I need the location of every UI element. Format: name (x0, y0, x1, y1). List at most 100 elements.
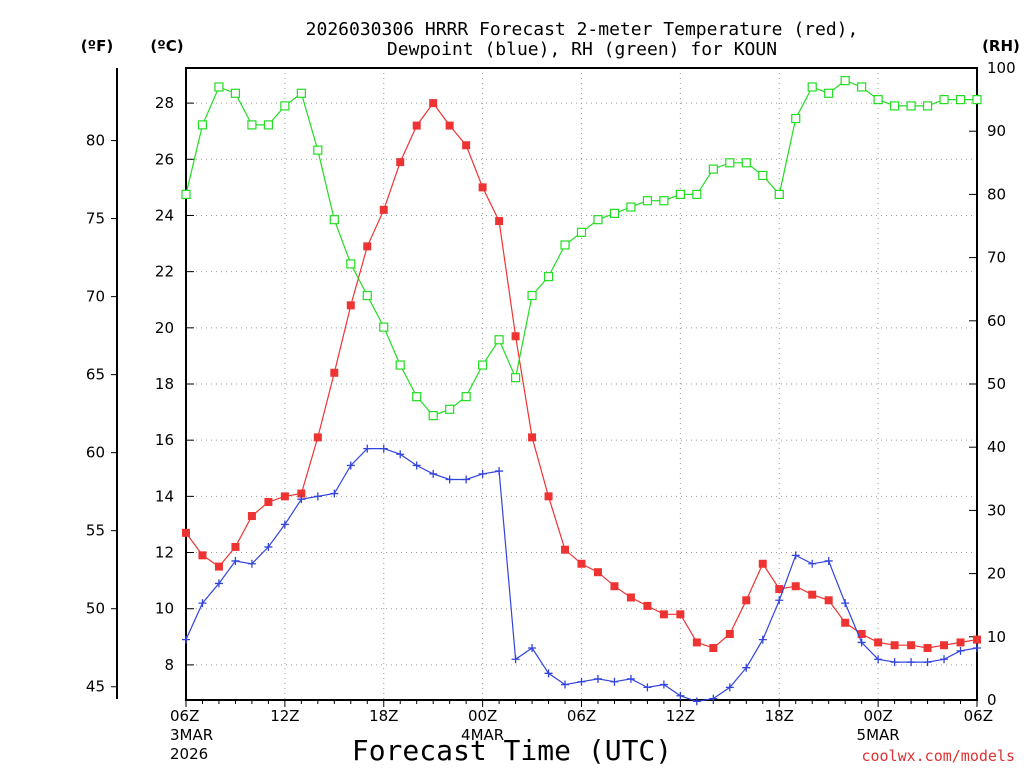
date-tick-label: 4MAR (461, 726, 504, 744)
temperature-point (692, 638, 701, 647)
temperature-point (791, 582, 800, 591)
dewpoint-point (544, 669, 553, 678)
temperature-point (330, 368, 339, 377)
dewpoint-point (280, 520, 289, 529)
temperature-point (445, 121, 454, 130)
rh-point (840, 76, 850, 86)
temperature-point (396, 158, 405, 167)
dewpoint-point (841, 599, 850, 608)
dewpoint-point (610, 677, 619, 686)
rh-point (807, 82, 817, 92)
rh-point (247, 120, 257, 130)
dewpoint-point (808, 559, 817, 568)
rh-tick-label: 100 (987, 59, 1016, 77)
date-tick-label: 5MAR (857, 726, 900, 744)
temperature-point (725, 629, 734, 638)
dewpoint-point (907, 658, 916, 667)
rh-point (824, 88, 834, 98)
celsius-tick-label: 12 (155, 544, 174, 562)
grid-lines (186, 68, 977, 700)
rh-point (873, 94, 883, 105)
temperature-point (198, 551, 207, 560)
dewpoint-point (824, 556, 833, 565)
dewpoint-point (923, 658, 932, 667)
rh-point (313, 145, 323, 155)
rh-point (708, 164, 718, 174)
dewpoint-point (874, 655, 883, 664)
dewpoint-point (379, 444, 388, 453)
dewpoint-point (429, 469, 438, 478)
temperature-point (297, 489, 306, 498)
dewpoint-point (561, 680, 570, 689)
celsius-tick-label: 28 (155, 94, 174, 112)
dewpoint-point (478, 469, 487, 478)
dewpoint-point (264, 542, 273, 551)
rh-point (609, 208, 620, 218)
celsius-tick-label: 8 (164, 656, 174, 674)
rh-point (626, 202, 636, 212)
temperature-point (874, 638, 883, 647)
fahrenheit-tick-label: 60 (86, 444, 105, 462)
dewpoint-point (775, 596, 784, 605)
temperature-point (923, 644, 932, 653)
dewpoint-point (198, 599, 207, 608)
rh-point (197, 120, 208, 130)
temperature-point (857, 629, 866, 638)
temperature-point (973, 635, 981, 644)
rh-point (576, 227, 587, 237)
rh-point (642, 196, 653, 206)
rh-point (445, 404, 455, 414)
rh-tick-label: 80 (987, 185, 1006, 203)
temperature-point (907, 641, 916, 650)
dewpoint-point (412, 461, 421, 470)
rh-point (263, 120, 273, 130)
dewpoint-point (890, 658, 899, 667)
rh-point (230, 88, 241, 98)
dewpoint-point (593, 674, 602, 683)
temperature-point (643, 601, 652, 610)
time-tick-label: 18Z (369, 707, 398, 725)
temperature-point (231, 542, 240, 551)
dewpoint-series (182, 444, 981, 706)
chart-title-line1: 2026030306 HRRR Forecast 2-meter Tempera… (306, 19, 859, 40)
rh-point (675, 189, 685, 199)
rh-tick-label: 60 (987, 312, 1006, 330)
celsius-tick-label: 16 (155, 431, 174, 449)
temperature-point (610, 582, 619, 591)
dewpoint-point (528, 644, 537, 653)
temperature-point (363, 242, 372, 251)
dewpoint-point (247, 559, 256, 568)
temperature-point (758, 559, 767, 568)
temperature-point (511, 332, 520, 341)
rh-tick-label: 20 (987, 565, 1006, 583)
temperature-point (313, 433, 322, 442)
rh-point (346, 259, 356, 269)
time-tick-label: 00Z (863, 707, 892, 725)
rh-point (280, 101, 290, 111)
rh-point (774, 189, 784, 199)
dewpoint-point (231, 556, 240, 565)
rh-point (890, 101, 900, 111)
rh-point (362, 290, 372, 301)
celsius-tick-label: 20 (155, 319, 174, 337)
temperature-point (478, 183, 487, 192)
temperature-point (709, 644, 718, 653)
temperature-point (214, 562, 223, 571)
rh-tick-label: 0 (987, 691, 997, 709)
rh-point (395, 360, 405, 370)
rh-series (181, 76, 982, 421)
dewpoint-point (297, 495, 306, 504)
dewpoint-point (495, 467, 504, 476)
credit-text: coolwx.com/models (861, 747, 1015, 765)
temperature-point (412, 121, 421, 130)
temperature-point (940, 641, 949, 650)
fahrenheit-tick-label: 75 (86, 210, 105, 228)
rh-point (922, 101, 933, 111)
data-series (181, 76, 982, 706)
temperature-point (676, 610, 685, 619)
dewpoint-point (626, 674, 635, 683)
celsius-axis-ticks: 8 10 12 14 16 18 20 22 24 26 28 (155, 94, 194, 674)
dewpoint-point (577, 677, 586, 686)
